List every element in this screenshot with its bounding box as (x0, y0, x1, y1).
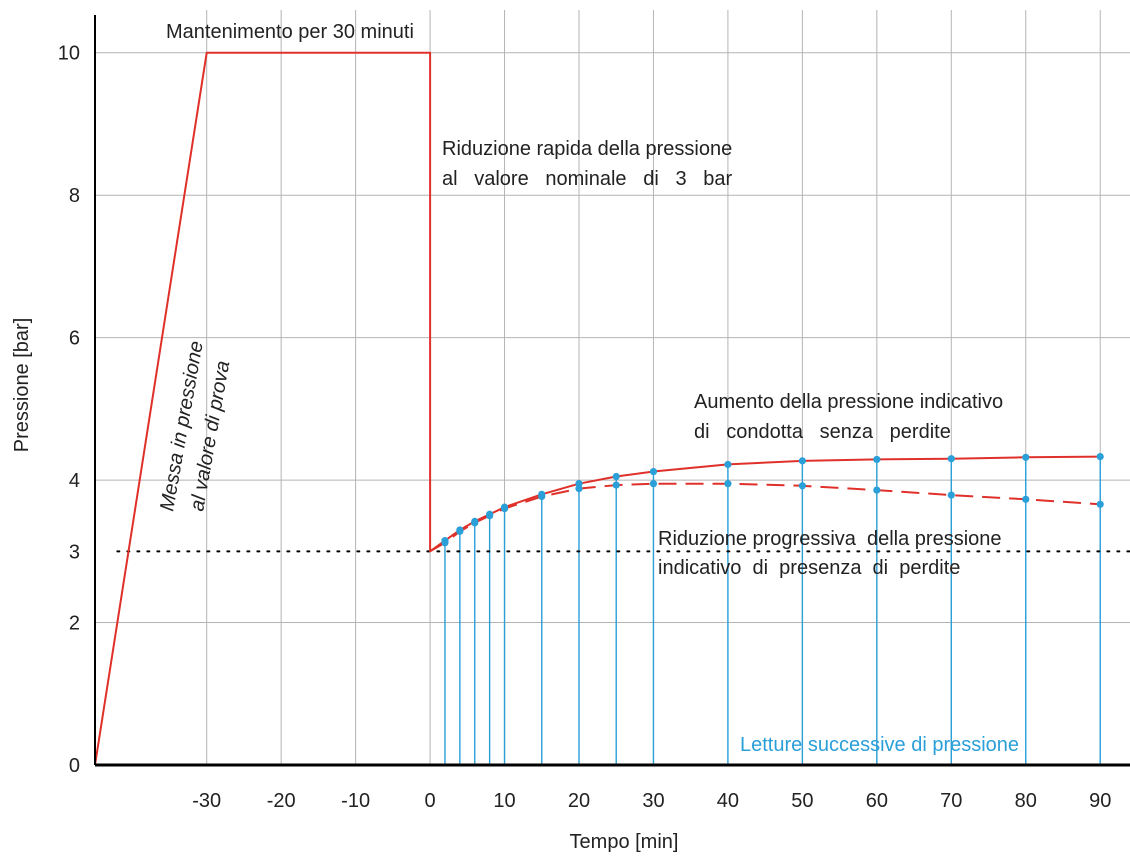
x-tick-label: 50 (791, 790, 813, 812)
x-tick-label: 20 (568, 790, 590, 812)
reading-point-leak_branch (500, 504, 509, 513)
annotation-decrease-1: Riduzione progressiva della pressione (658, 528, 1002, 550)
annotation-drop-1: Riduzione rapida della pressione (442, 138, 732, 160)
y-tick-label: 3 (69, 541, 80, 563)
reading-point-test_cycle (612, 472, 620, 481)
y-tick-label: 8 (69, 185, 80, 207)
y-tick-label: 10 (58, 43, 80, 65)
annotation-readings: Letture successive di pressione (740, 734, 1019, 756)
reading-lines (444, 456, 1101, 765)
x-tick-label: 40 (717, 790, 739, 812)
reading-point-leak_branch (1096, 500, 1104, 508)
reading-point-leak_branch (947, 491, 955, 499)
x-tick-label: 30 (642, 790, 664, 812)
annotation-increase-1: Aumento della pressione indicativo (694, 391, 1003, 413)
reading-point-leak_branch (441, 539, 449, 547)
reading-point-leak_branch (798, 482, 806, 490)
y-tick-label: 6 (69, 328, 80, 350)
reading-point-test_cycle (724, 460, 732, 469)
tick-labels: -30 -20 -10 0 10 20 30 40 50 60 70 80 90 0 2 3 4 6 8 10 (58, 43, 1112, 812)
x-tick-label: -10 (341, 790, 370, 812)
reading-point-test_cycle (873, 455, 881, 464)
x-tick-label: 80 (1015, 790, 1037, 812)
reading-point-leak_branch (538, 492, 546, 501)
reading-point-leak_branch (612, 481, 620, 489)
annotation-increase-2: di condotta senza perdite (694, 421, 951, 443)
axes (94, 15, 1130, 767)
y-axis-label: Pressione [bar] (11, 318, 33, 453)
x-axis-label: Tempo [min] (570, 831, 679, 853)
x-tick-label: 10 (493, 790, 515, 812)
reading-point-leak_branch (649, 480, 658, 488)
reading-point-leak_branch (456, 527, 464, 535)
annotation-drop-2: al valore nominale di 3 bar (442, 168, 732, 190)
reading-point-leak_branch (575, 485, 583, 493)
reading-point-leak_branch (724, 480, 732, 488)
annotation-hold: Mantenimento per 30 minuti (166, 21, 414, 43)
reading-point-leak_branch (471, 519, 479, 527)
y-tick-label: 0 (69, 755, 80, 777)
reading-point-test_cycle (798, 457, 806, 465)
y-tick-label: 4 (69, 470, 80, 492)
x-tick-label: 70 (940, 790, 962, 812)
annotation-decrease-2: indicativo di presenza di perdite (658, 557, 960, 579)
grid (95, 10, 1130, 765)
reading-point-test_cycle (1096, 452, 1104, 461)
reading-point-test_cycle (947, 455, 955, 463)
reading-points (441, 452, 1104, 547)
reading-point-leak_branch (873, 486, 881, 494)
x-tick-label: 60 (866, 790, 888, 812)
x-tick-label: 90 (1089, 790, 1111, 812)
x-tick-label: -20 (267, 790, 296, 812)
y-tick-label: 2 (69, 613, 80, 635)
reading-point-test_cycle (1022, 453, 1030, 461)
reading-point-test_cycle (649, 467, 658, 476)
reading-point-leak_branch (1022, 495, 1030, 503)
reading-point-leak_branch (486, 512, 494, 520)
x-tick-label: -30 (192, 790, 221, 812)
x-tick-label: 0 (425, 790, 436, 812)
reading-point-test_cycle (575, 480, 583, 488)
series-leak_branch (429, 482, 1101, 553)
